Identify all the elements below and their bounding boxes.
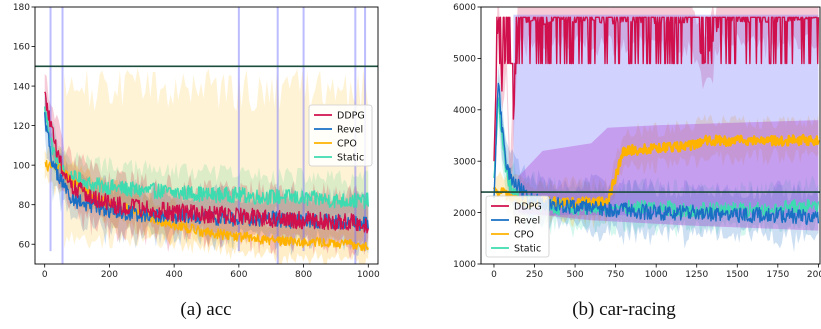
y-tick-label: 2000 (453, 209, 476, 219)
x-tick-label: 800 (295, 270, 312, 280)
y-tick-label: 6000 (453, 3, 476, 13)
caption-car-racing: (b) car-racing (572, 299, 676, 320)
y-tick-label: 5000 (453, 55, 476, 65)
caption-acc: (a) acc (180, 299, 232, 320)
y-tick-label: 80 (19, 201, 31, 211)
plot-frame (34, 6, 379, 265)
series-line-ddpg (44, 91, 369, 234)
figure: 0 200 400 600 800 1000 60 80 100 120 140 160 180 DDPG… (13, 3, 821, 280)
legend-label-revel: Revel (514, 215, 540, 226)
band-cpo (44, 140, 369, 264)
x-tick-label: 0 (42, 270, 48, 280)
x-tick-label: 1000 (645, 270, 668, 280)
x-tick-label: 750 (607, 270, 624, 280)
legend-label-revel: Revel (337, 124, 363, 135)
band-static (493, 74, 819, 239)
legend-label-static: Static (337, 152, 364, 163)
plot-area (492, 7, 820, 253)
y-tick-label: 100 (13, 161, 30, 171)
y-tick-label: 60 (19, 240, 31, 250)
legend-box (308, 104, 373, 167)
y-tick-label: 1000 (453, 260, 476, 270)
legend-label-cpo: CPO (514, 229, 534, 240)
plot-area (44, 7, 369, 264)
x-tick-label: 400 (166, 270, 183, 280)
plot-frame (480, 6, 821, 265)
x-tick-label: 1500 (726, 270, 749, 280)
y-tick-label: 120 (13, 122, 30, 132)
x-tick-label: 0 (491, 270, 497, 280)
x-tick-label: 200 (101, 270, 118, 280)
legend-label-cpo: CPO (337, 138, 357, 149)
x-tick-label: 500 (566, 270, 583, 280)
y-tick-label: 3000 (453, 157, 476, 167)
x-tick-label: 2000 (807, 270, 821, 280)
x-tick-label: 1000 (357, 270, 380, 280)
x-tick-label: 600 (230, 270, 247, 280)
band-cpo-wide (64, 68, 369, 250)
chart-acc: 0 200 400 600 800 1000 60 80 100 120 140 160 180 DDPG… (13, 3, 380, 280)
y-tick-label: 140 (13, 82, 30, 92)
band-cpo (493, 114, 819, 230)
legend-box (485, 195, 550, 258)
x-tick-label: 250 (526, 270, 543, 280)
legend: DDPG Revel CPO Static (308, 104, 373, 167)
y-tick-label: 180 (13, 3, 30, 13)
chart-car-racing: 0 250 500 750 1000 1250 1500 1750 2000 1000 2000 30… (453, 3, 821, 280)
y-tick-label: 160 (13, 43, 30, 53)
legend-label-static: Static (514, 243, 541, 254)
legend: DDPG Revel CPO Static (485, 195, 550, 258)
x-tick-label: 1750 (766, 270, 789, 280)
legend-label-ddpg: DDPG (337, 110, 365, 121)
series-line-static (44, 106, 369, 210)
y-tick-label: 4000 (453, 106, 476, 116)
legend-label-ddpg: DDPG (514, 201, 542, 212)
x-tick-label: 1250 (685, 270, 708, 280)
band-static (44, 92, 369, 234)
series-line-ddpg (493, 16, 820, 162)
